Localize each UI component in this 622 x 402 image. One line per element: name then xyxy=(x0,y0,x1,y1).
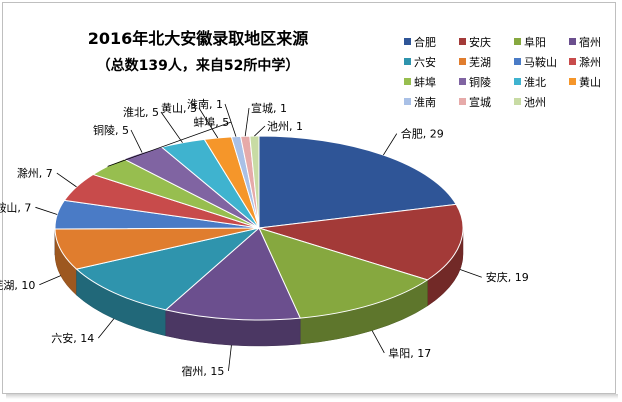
legend-swatch-9 xyxy=(459,78,466,85)
leader-line-2 xyxy=(371,330,385,354)
legend-swatch-1 xyxy=(459,38,466,45)
pie-slice-3 xyxy=(164,227,301,321)
legend-swatch-7 xyxy=(569,58,576,65)
pie-slice-4 xyxy=(75,227,260,311)
data-label-10: 淮北, 5 xyxy=(123,106,159,119)
data-label-6: 马鞍山, 7 xyxy=(0,200,31,214)
legend-swatch-0 xyxy=(404,38,411,45)
data-label-13: 宣城, 1 xyxy=(251,101,287,115)
legend-label-7: 滁州 xyxy=(579,55,601,69)
legend-label-12: 淮南 xyxy=(414,96,436,109)
leader-line-13 xyxy=(244,107,250,137)
legend-swatch-4 xyxy=(404,58,411,65)
legend-swatch-3 xyxy=(569,38,576,45)
leader-line-1 xyxy=(459,269,482,278)
leader-line-5 xyxy=(39,275,61,286)
data-label-7: 滁州, 7 xyxy=(17,166,53,180)
data-label-14: 池州, 1 xyxy=(267,120,303,133)
data-label-9: 铜陵, 5 xyxy=(93,123,129,137)
leader-line-4 xyxy=(97,318,115,339)
leader-line-12 xyxy=(224,103,237,137)
legend-label-6: 马鞍山 xyxy=(524,55,557,69)
leader-line-11 xyxy=(198,107,219,139)
data-label-0: 合肥, 29 xyxy=(401,127,444,141)
legend-label-0: 合肥 xyxy=(414,35,436,49)
legend-swatch-2 xyxy=(514,38,521,45)
leader-line-0 xyxy=(383,133,398,156)
legend-swatch-8 xyxy=(404,78,411,85)
leader-line-8 xyxy=(107,121,232,167)
data-label-5: 芜湖, 10 xyxy=(0,278,35,292)
data-label-3: 宿州, 15 xyxy=(181,364,224,378)
chart-title: 2016年北大安徽录取地区来源 xyxy=(88,29,309,48)
leader-line-7 xyxy=(56,172,77,188)
data-label-11: 黄山, 3 xyxy=(161,101,197,115)
leader-line-9 xyxy=(130,129,143,153)
legend-label-11: 黄山 xyxy=(579,75,601,89)
data-label-12: 淮南, 1 xyxy=(187,98,223,111)
data-label-8: 蚌埠, 5 xyxy=(193,115,229,129)
data-labels: 合肥, 29 安庆, 19 阜阳, 17 宿州, 15 六安, 14 芜湖, 10 马鞍山,… xyxy=(0,98,529,378)
legend-swatch-10 xyxy=(514,78,521,85)
legend-label-3: 宿州 xyxy=(579,35,601,49)
leader-line-14 xyxy=(254,125,266,137)
pie-slice-2 xyxy=(258,227,429,319)
legend-label-4: 六安 xyxy=(414,55,436,69)
legend-label-10: 淮北 xyxy=(524,76,546,89)
chart-subtitle: （总数139人，来自52所中学） xyxy=(97,57,300,74)
legend-label-1: 安庆 xyxy=(469,35,491,49)
leader-line-6 xyxy=(35,206,58,215)
legend-label-13: 宣城 xyxy=(469,95,491,109)
legend-label-9: 铜陵 xyxy=(469,75,491,89)
legend-label-8: 蚌埠 xyxy=(414,75,436,89)
legend-swatch-14 xyxy=(514,98,521,105)
legend-swatch-11 xyxy=(569,78,576,85)
pie-slice-1 xyxy=(258,203,464,281)
data-label-1: 安庆, 19 xyxy=(486,270,529,284)
data-label-4: 六安, 14 xyxy=(51,331,94,345)
leader-line-10 xyxy=(160,111,183,143)
legend-swatch-6 xyxy=(514,58,521,65)
frame-shadow xyxy=(6,394,618,399)
legend-label-14: 池州 xyxy=(524,96,546,109)
legend-swatch-12 xyxy=(404,98,411,105)
leader-line-3 xyxy=(228,345,232,371)
legend-swatch-13 xyxy=(459,98,466,105)
pie-slice-0 xyxy=(258,135,457,229)
pie-slices xyxy=(54,135,464,347)
legend-swatch-5 xyxy=(459,58,466,65)
legend-label-2: 阜阳 xyxy=(524,36,546,49)
legend-label-5: 芜湖 xyxy=(469,55,491,69)
data-label-2: 阜阳, 17 xyxy=(388,347,431,360)
